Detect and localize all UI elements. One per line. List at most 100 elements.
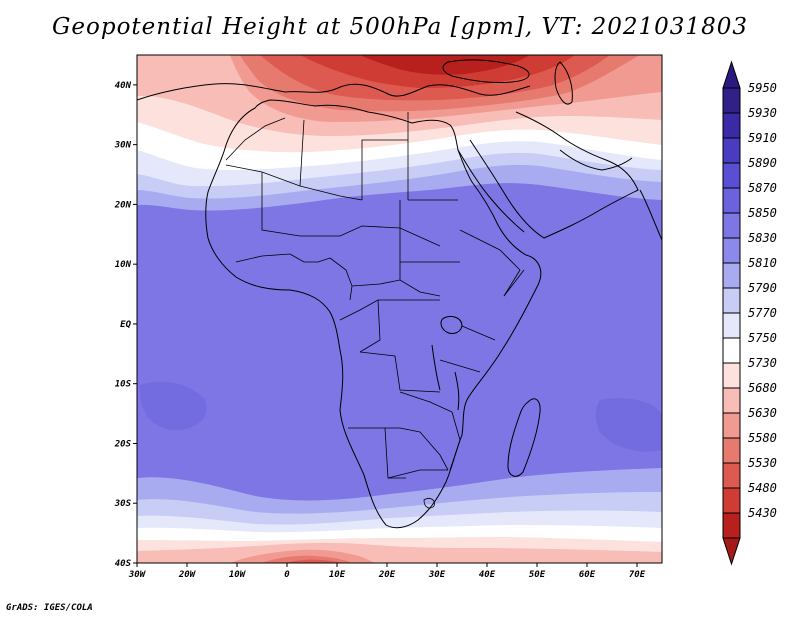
colorbar-level-label: 5770 [748,306,777,320]
border-nigeria-cameroon [329,257,353,301]
colorbar-swatch [722,212,741,239]
lat-tick-label: 20N [114,200,132,210]
lat-tick-label: EQ [120,320,131,330]
persian-gulf [559,149,633,171]
country-borders [225,112,525,509]
south-5530 [285,559,342,563]
grads-credit: GrADS: IGES/COLA [6,603,93,613]
colorbar-swatch [722,337,741,364]
lat-tick-label: 30N [114,141,132,151]
colorbar-swatch [722,287,741,314]
patch-5870-east [595,398,662,452]
border-ethiopia [459,229,521,297]
lat-tick-label: 20S [114,439,132,449]
colorbar-level-label: 5580 [748,431,777,445]
colorbar-level-label: 5790 [748,281,777,295]
border-zambia [399,391,453,413]
height-field [137,55,662,563]
colorbar-swatch [722,237,741,264]
patch-5870-west [139,381,207,431]
colorbar-level-label: 5850 [748,206,777,220]
border-tanzania-south [439,359,481,373]
map-frame [136,54,663,564]
lon-tick-label: 0 [284,570,290,580]
lat-tick-label: 40S [115,559,132,569]
colorbar-swatch [722,87,741,114]
band-5430 [360,55,530,75]
caspian-sea [554,61,573,105]
border-algeria-mali [299,119,305,187]
border-libya-chad [361,139,408,200]
lon-tick-label: 70E [629,570,646,580]
black-sea [442,59,530,83]
colorbar-level-label: 5870 [748,181,777,195]
colorbar-swatch [722,112,741,139]
border-somalia [503,269,525,297]
coastlines [137,59,662,529]
colorbar-swatch [722,462,741,489]
lon-tick-label: 10E [329,570,346,580]
border-botswana-zimbabwe [419,431,449,471]
lake-victoria [440,315,463,334]
madagascar [507,398,541,477]
colorbar: 5950 5930 5910 5890 5870 5850 5830 5810 5790 5770… [722,60,777,566]
colorbar-level-label: 5810 [748,256,777,270]
colorbar-swatch [722,137,741,164]
colorbar-level-label: 5830 [748,231,777,245]
longitude-ticks: 30W 20W 10W 0 10E 20E 30E 40E 50E 60E 70E [128,563,646,580]
lake-tanganyika [431,344,441,391]
lake-malawi [454,371,460,411]
colorbar-level-label: 5750 [748,331,777,345]
border-gabon-congo [339,299,381,353]
border-west-africa [235,253,331,263]
lat-tick-label: 10N [115,260,132,270]
colorbar-swatch [722,262,741,289]
colorbar-swatch [722,512,741,539]
border-drc-angola [359,351,441,393]
colorbar-swatch [722,487,741,514]
lat-tick-label: 40N [115,81,132,91]
colorbar-level-label: 5730 [748,356,777,370]
arabia-coastline [469,111,639,239]
border-kenya-tanzania [461,325,496,341]
lat-tick-label: 30S [114,499,132,509]
colorbar-level-label: 5430 [748,506,777,520]
border-angola-namibia [348,427,421,433]
colorbar-level-label: 5530 [748,456,777,470]
colorbar-swatch [722,162,741,189]
colorbar-swatch [722,312,741,339]
lon-tick-label: 50E [529,570,546,580]
europe-coastline [137,83,531,101]
lon-tick-label: 60E [579,570,596,580]
lon-tick-label: 30E [428,570,446,580]
colorbar-swatch [722,362,741,389]
border-mozambique [449,411,461,471]
colorbar-swatch [722,387,741,414]
lon-tick-label: 20W [178,570,197,580]
colorbar-level-label: 5890 [748,156,777,170]
lat-tick-label: 10S [115,380,132,390]
colorbar-level-label: 5680 [748,381,777,395]
colorbar-bottom-arrow [722,537,741,566]
colorbar-level-label: 5480 [748,481,777,495]
border-south-africa [387,469,448,479]
colorbar-level-label: 5910 [748,131,777,145]
red-sea-coast [457,149,525,233]
border-car [351,279,441,297]
africa-coastline [205,99,542,529]
colorbar-swatch [722,412,741,439]
colorbar-level-label: 5930 [748,106,777,120]
map-title: Geopotential Height at 500hPa [gpm], VT:… [52,14,748,40]
lon-tick-label: 40E [479,570,496,580]
lon-tick-label: 30W [128,570,147,580]
colorbar-top-arrow [722,60,741,89]
border-morocco [225,117,286,161]
colorbar-swatch [722,437,741,464]
border-lesotho [423,498,435,509]
colorbar-level-label: 5630 [748,406,777,420]
latitude-ticks: 40N 30N 20N 10N EQ 10S 20S 30S 40S [114,81,137,569]
india-coastline [639,189,662,241]
colorbar-level-label: 5950 [748,81,777,95]
colorbar-swatch [722,187,741,214]
